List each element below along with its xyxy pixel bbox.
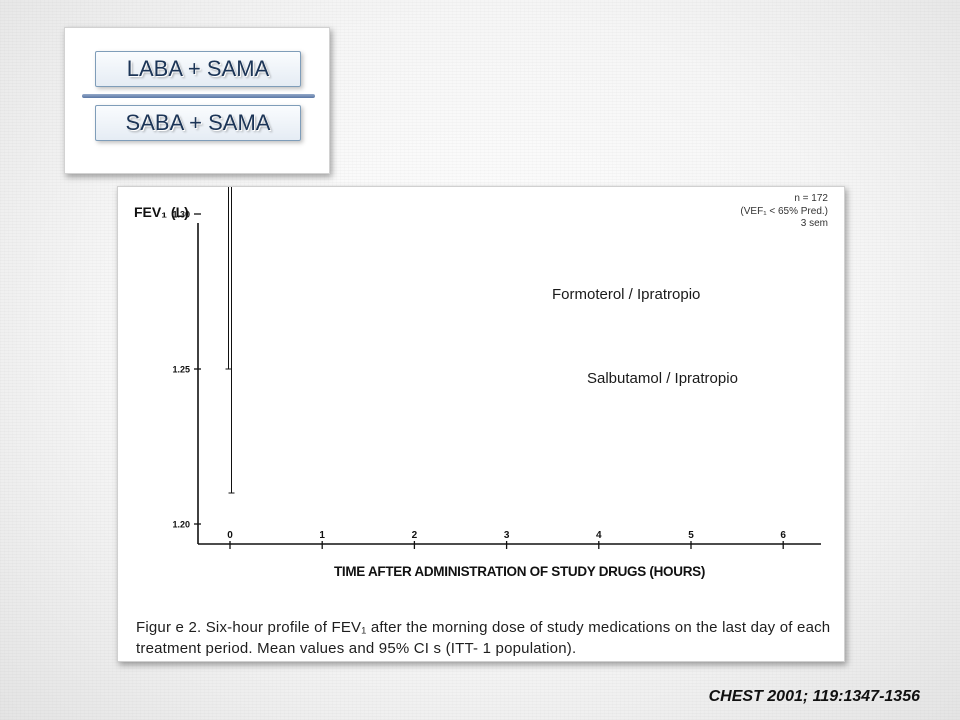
axes: 1.201.251.301.351.401.451.501.551.601.65…	[172, 210, 821, 549]
series-salbutamol-ipratropio	[225, 187, 232, 370]
y-tick-label: 1.20	[172, 520, 190, 530]
x-axis-title: TIME AFTER ADMINISTRATION OF STUDY DRUGS…	[334, 564, 705, 579]
sample-size-note: n = 172 (VEF₁ < 65% Pred.) 3 sem	[740, 193, 828, 231]
series-layer	[225, 187, 235, 494]
series-label-salbutamol: Salbutamol / Ipratropio	[587, 370, 738, 387]
y-tick-label: 1.30	[172, 210, 190, 220]
laba-sama-badge: LABA + SAMA	[95, 51, 301, 87]
series-label-formoterol: Formoterol / Ipratropio	[552, 286, 700, 303]
figure-panel: 1.201.251.301.351.401.451.501.551.601.65…	[117, 186, 845, 662]
y-tick-label: 1.25	[172, 365, 190, 375]
y-axis-title: FEV₁ (L)	[134, 204, 189, 220]
label-layer: FEV₁ (L) TIME AFTER ADMINISTRATION OF STU…	[134, 204, 738, 579]
duration-line: 3 sem	[800, 218, 828, 229]
x-tick-label: 4	[596, 530, 602, 541]
fev1-line-chart: 1.201.251.301.351.401.451.501.551.601.65…	[134, 187, 821, 579]
citation: CHEST 2001; 119:1347-1356	[708, 688, 920, 705]
x-tick-label: 0	[227, 530, 233, 541]
figure-caption: Figur e 2. Six-hour profile of FEV₁ afte…	[136, 619, 831, 657]
series-formoterol-ipratropio	[228, 187, 235, 494]
x-tick-label: 6	[780, 530, 786, 541]
comparison-badge-panel: LABA + SAMA SABA + SAMA	[64, 27, 330, 174]
x-tick-label: 5	[688, 530, 694, 541]
x-tick-label: 1	[319, 530, 325, 541]
inclusion-criteria-line: (VEF₁ < 65% Pred.)	[740, 205, 828, 217]
x-tick-label: 2	[412, 530, 418, 541]
badge-divider	[82, 94, 315, 98]
sample-size-line: n = 172	[794, 193, 828, 204]
saba-sama-badge: SABA + SAMA	[95, 105, 301, 141]
x-tick-label: 3	[504, 530, 510, 541]
